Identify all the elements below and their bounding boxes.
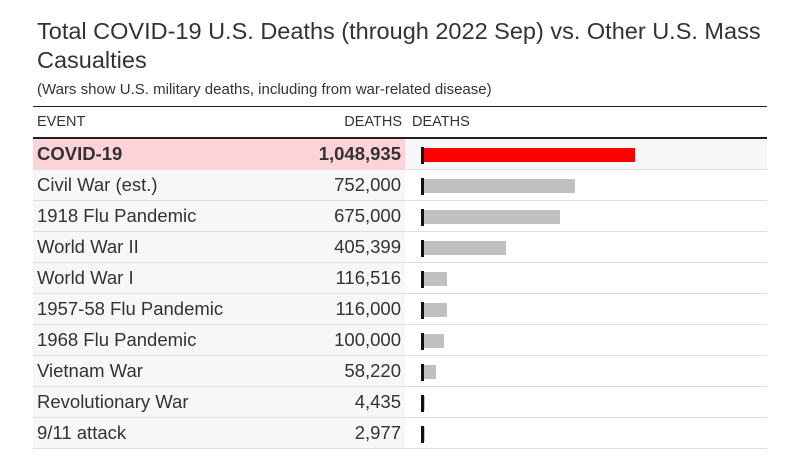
table-row: World War II 405,399 (33, 232, 767, 263)
deaths-bar (424, 272, 447, 286)
bar-cell (405, 325, 767, 355)
table-row: COVID-19 1,048,935 (33, 139, 767, 170)
event-label: COVID-19 (37, 143, 123, 164)
table-row: Revolutionary War 4,435 (33, 387, 767, 418)
bar-cell (405, 387, 767, 417)
deaths-bar (424, 396, 425, 410)
header-deaths: DEATHS (344, 114, 402, 130)
event-label: World War II (37, 236, 139, 257)
bar-cell (405, 170, 767, 200)
deaths-bar (424, 365, 436, 379)
event-label: 1918 Flu Pandemic (37, 205, 197, 226)
deaths-bar (424, 334, 444, 348)
deaths-value: 752,000 (334, 174, 401, 195)
deaths-value: 405,399 (334, 236, 401, 257)
bar-cell (405, 418, 767, 448)
chart-subtitle: (Wars show U.S. military deaths, includi… (37, 81, 492, 98)
deaths-bar (424, 210, 560, 224)
event-label: Civil War (est.) (37, 174, 158, 195)
event-label: 9/11 attack (37, 422, 127, 443)
bar-baseline (421, 209, 424, 226)
bar-baseline (421, 271, 424, 288)
table-row: World War I 116,516 (33, 263, 767, 294)
event-label: World War I (37, 267, 134, 288)
bar-baseline (421, 178, 424, 195)
event-label: Revolutionary War (37, 391, 189, 412)
header-event: EVENT (37, 114, 86, 130)
deaths-value: 100,000 (334, 329, 401, 350)
event-label: 1957-58 Flu Pandemic (37, 298, 224, 319)
bar-cell (405, 356, 767, 386)
table-row: 1918 Flu Pandemic 675,000 (33, 201, 767, 232)
event-label: 1968 Flu Pandemic (37, 329, 197, 350)
deaths-value: 2,977 (354, 422, 401, 443)
deaths-value: 4,435 (354, 391, 401, 412)
bar-baseline (421, 302, 424, 319)
deaths-bar (424, 427, 425, 441)
chart-title: Total COVID-19 U.S. Deaths (through 2022… (37, 18, 761, 73)
deaths-value: 1,048,935 (318, 143, 401, 164)
bar-cell (405, 263, 767, 293)
deaths-value: 58,220 (344, 360, 401, 381)
deaths-table: EVENT DEATHS DEATHS COVID-19 1,048,935 Civ… (33, 106, 767, 449)
bar-baseline (421, 364, 424, 381)
table-row: 9/11 attack 2,977 (33, 418, 767, 449)
bar-baseline (421, 395, 424, 412)
table-row: Vietnam War 58,220 (33, 356, 767, 387)
bar-baseline (421, 426, 424, 443)
header-deaths-bar: DEATHS (412, 114, 470, 130)
table-row: 1968 Flu Pandemic 100,000 (33, 325, 767, 356)
bar-baseline (421, 147, 424, 164)
table-row: Civil War (est.) 752,000 (33, 170, 767, 201)
bar-baseline (421, 240, 424, 257)
bar-baseline (421, 333, 424, 350)
table-header: EVENT DEATHS DEATHS (33, 107, 767, 139)
bar-cell (405, 294, 767, 324)
deaths-value: 116,516 (335, 267, 402, 288)
deaths-bar (424, 241, 506, 255)
table-row: 1957-58 Flu Pandemic 116,000 (33, 294, 767, 325)
deaths-bar (424, 179, 575, 193)
event-label: Vietnam War (37, 360, 143, 381)
deaths-bar (424, 148, 635, 162)
deaths-value: 675,000 (334, 205, 401, 226)
deaths-bar (424, 303, 447, 317)
bar-cell (405, 232, 767, 262)
bar-cell (405, 139, 767, 169)
deaths-value: 116,000 (335, 298, 402, 319)
table-body: COVID-19 1,048,935 Civil War (est.) 752,000… (33, 139, 767, 449)
bar-cell (405, 201, 767, 231)
